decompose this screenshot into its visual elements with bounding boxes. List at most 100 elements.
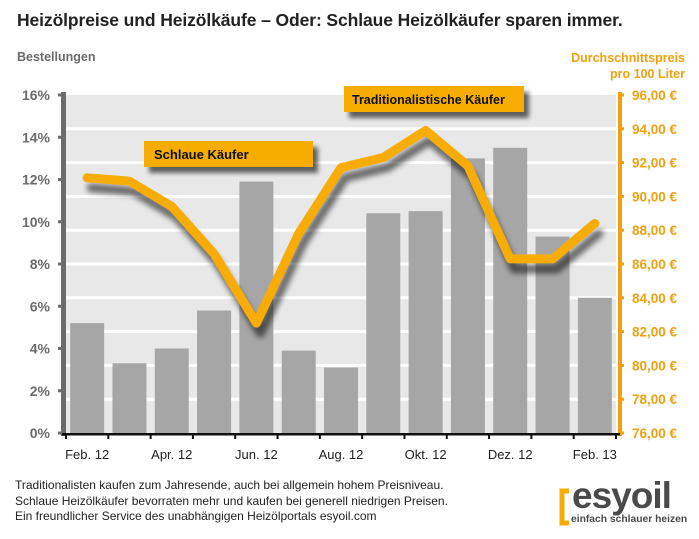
right-axis-tick <box>621 330 624 334</box>
price-point <box>128 180 130 182</box>
right-axis-title: Durchschnittspreis pro 100 Liter <box>571 50 685 82</box>
x-axis-tick <box>403 433 406 439</box>
left-axis-tick-label: 4% <box>30 341 51 357</box>
price-point <box>213 253 215 255</box>
right-axis-tick-label: 96,00 € <box>632 88 678 103</box>
right-axis-tick-label: 84,00 € <box>632 291 678 306</box>
right-axis-tick <box>621 397 624 401</box>
esyoil-logo[interactable]: esyoil einfach schlauer heizen <box>556 474 692 526</box>
annotation-label: Schlaue Käufer <box>154 147 249 162</box>
left-axis-tick-label: 10% <box>22 214 51 230</box>
x-axis-tick <box>530 433 533 439</box>
left-axis-tick-label: 6% <box>30 298 51 314</box>
right-axis-tick <box>621 127 624 131</box>
right-axis-tick <box>621 363 624 367</box>
left-axis-line <box>61 92 66 436</box>
annotation-box <box>344 86 524 112</box>
x-axis-tick-label: Aug. 12 <box>319 447 364 462</box>
right-axis-tick <box>621 194 624 198</box>
right-axis-tick <box>621 262 624 266</box>
left-axis-title: Bestellungen <box>17 50 96 64</box>
price-line <box>82 125 600 328</box>
x-axis-tick-label: Dez. 12 <box>488 447 533 462</box>
left-axis-tick <box>58 93 62 97</box>
bar <box>197 310 232 433</box>
annotation-label: Traditionalistische Käufer <box>352 93 505 107</box>
right-axis-tick <box>621 228 624 232</box>
footer-text: Traditionalisten kaufen zum Jahresende, … <box>15 478 448 525</box>
right-axis-line <box>618 92 622 436</box>
x-axis-tick-label: Jun. 12 <box>235 447 278 462</box>
right-axis-tick-label: 78,00 € <box>632 392 678 407</box>
chart: 0% 2% 4% 6% 8% 10% 12% 14% 16% 76,00 € 78,00 € 80,… <box>22 86 678 462</box>
bar <box>366 213 401 433</box>
x-axis-tick-label: Okt. 12 <box>405 447 447 462</box>
x-axis-tick <box>488 433 491 439</box>
annotation-traditionalistische-kaeufer: Traditionalistische Käufer <box>344 86 524 112</box>
footer-line-1: Traditionalisten kaufen zum Jahresende, … <box>15 478 444 492</box>
right-axis-tick <box>621 296 624 300</box>
x-axis-tick <box>572 433 575 439</box>
annotation-box <box>144 141 313 167</box>
x-axis-tick <box>445 433 448 439</box>
left-axis-tick <box>58 135 62 139</box>
bar <box>493 147 528 433</box>
bars <box>70 147 612 433</box>
price-point <box>382 157 384 159</box>
left-axis-tick-label: 2% <box>30 383 51 399</box>
left-axis-tick <box>58 220 62 224</box>
footer-line-2: Schlaue Heizölkäufer bevorraten mehr und… <box>15 493 448 508</box>
price-point <box>509 258 511 260</box>
left-axis-tick-label: 16% <box>22 87 51 103</box>
left-axis-tick <box>58 262 62 266</box>
logo-wordmark: esyoil <box>572 475 671 516</box>
x-axis-tick <box>361 433 364 439</box>
right-axis-tick-label: 88,00 € <box>632 223 678 238</box>
right-axis-tick <box>621 431 624 435</box>
left-axis-tick-label: 14% <box>22 129 51 145</box>
left-axis-tick <box>58 178 62 181</box>
price-point <box>171 206 173 208</box>
bar <box>450 158 485 433</box>
logo-bracket-icon <box>559 488 569 526</box>
price-point <box>594 222 596 224</box>
price-point <box>86 177 88 179</box>
right-axis-title-line-1: Durchschnittspreis <box>571 51 685 65</box>
bar <box>154 348 189 433</box>
price-point <box>425 129 427 131</box>
left-axis-tick <box>58 431 62 435</box>
x-axis-tick <box>615 433 617 439</box>
bar <box>281 350 316 433</box>
left-axis-tick-label: 0% <box>30 425 51 441</box>
right-axis-tick-label: 90,00 € <box>632 189 678 204</box>
bar <box>70 323 105 433</box>
right-axis-tick <box>621 93 624 97</box>
footer-line-3: Ein freundlicher Service des unabhängige… <box>15 509 377 523</box>
x-axis-tick <box>234 433 237 439</box>
right-axis-tick-label: 92,00 € <box>632 156 678 171</box>
chart-title: Heizölpreise und Heizölkäufe – Oder: Sch… <box>17 10 623 30</box>
right-axis: 76,00 € 78,00 € 80,00 € 82,00 € 84,00 € 86,00… <box>618 88 678 441</box>
x-axis-tick <box>276 433 279 439</box>
left-axis-tick-label: 12% <box>22 172 51 188</box>
x-axis-tick <box>65 433 67 439</box>
bar <box>324 367 358 433</box>
right-axis-title-line-2: pro 100 Liter <box>609 67 685 81</box>
bar <box>112 363 147 433</box>
bar <box>577 297 612 433</box>
left-axis-tick-label: 8% <box>30 256 51 272</box>
price-point <box>255 322 257 324</box>
x-axis-tick-label: Feb. 13 <box>573 447 617 462</box>
price-point <box>467 165 469 167</box>
x-axis-line <box>62 433 620 436</box>
right-axis-tick <box>621 161 624 165</box>
right-axis-tick-label: 80,00 € <box>632 358 678 373</box>
x-axis-tick-label: Apr. 12 <box>151 447 192 462</box>
price-point <box>552 258 554 260</box>
right-axis-tick-label: 86,00 € <box>632 257 678 272</box>
right-axis-tick-label: 82,00 € <box>632 325 678 340</box>
price-point <box>340 167 342 169</box>
x-axis-tick-label: Feb. 12 <box>65 447 109 462</box>
x-axis-tick <box>318 433 321 439</box>
left-axis-tick <box>58 304 62 308</box>
